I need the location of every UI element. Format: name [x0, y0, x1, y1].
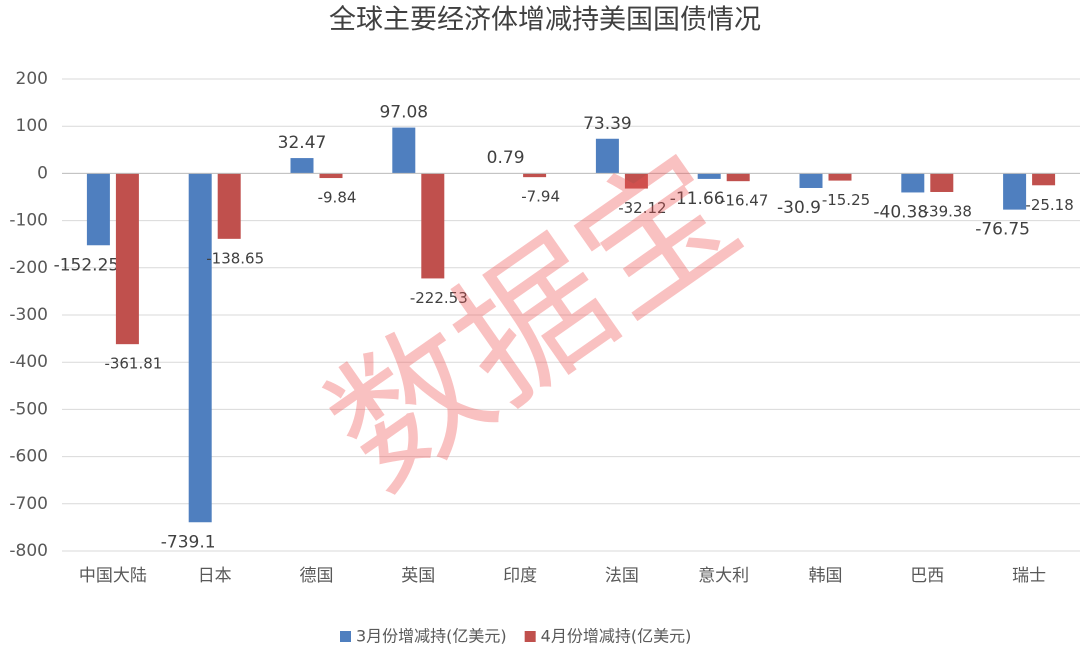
x-tick-label: 意大利: [698, 566, 749, 586]
bar: [523, 173, 547, 178]
chart-title: 全球主要经济体增减持美国国债情况: [329, 5, 761, 36]
bar: [319, 173, 343, 179]
data-label: -30.9: [777, 198, 821, 218]
legend-swatch: [524, 631, 536, 642]
data-label: -222.53: [410, 289, 468, 307]
watermark: 数据宝: [300, 121, 768, 522]
data-label: -9.84: [318, 189, 357, 207]
bar: [1032, 173, 1056, 186]
data-label: 73.39: [583, 114, 632, 134]
x-tick-label: 韩国: [809, 566, 843, 586]
bar: [421, 173, 445, 279]
bar: [726, 173, 750, 182]
y-tick-label: -500: [9, 399, 48, 419]
data-label: 0.79: [487, 148, 525, 168]
data-label: -11.66: [670, 189, 725, 209]
bar: [1003, 173, 1027, 210]
y-tick-label: 0: [37, 163, 48, 183]
data-label: -739.1: [161, 532, 216, 552]
y-tick-label: -300: [9, 305, 48, 325]
data-label: -39.38: [924, 202, 972, 220]
bar: [595, 138, 619, 174]
bar: [799, 173, 823, 188]
data-label: -152.25: [54, 255, 120, 275]
y-tick-label: -400: [9, 352, 48, 372]
x-tick-label: 中国大陆: [79, 566, 147, 586]
bar: [217, 173, 241, 239]
data-label: -138.65: [206, 249, 264, 267]
y-tick-label: 100: [16, 116, 48, 136]
data-label: -361.81: [104, 355, 162, 373]
bar: [697, 173, 721, 179]
bar: [624, 173, 648, 189]
y-tick-label: -600: [9, 447, 48, 467]
x-tick-label: 英国: [401, 566, 435, 586]
x-tick-label: 巴西: [910, 566, 944, 586]
data-label: -40.38: [873, 202, 928, 222]
legend-label: 4月份增减持(亿美元): [541, 627, 692, 646]
bar: [930, 173, 954, 192]
bar: [290, 158, 314, 174]
data-label: -76.75: [975, 220, 1030, 240]
data-label: -32.12: [618, 199, 666, 217]
x-tick-label: 日本: [198, 566, 232, 586]
bar: [392, 127, 416, 174]
data-label: -25.18: [1025, 196, 1073, 214]
bar: [828, 173, 852, 181]
bar: [901, 173, 925, 193]
y-tick-label: -200: [9, 258, 48, 278]
data-label: -15.25: [822, 191, 870, 209]
y-tick-label: -700: [9, 494, 48, 514]
data-label: -7.94: [521, 188, 560, 206]
x-tick-label: 德国: [300, 566, 334, 586]
bar: [188, 173, 212, 523]
y-tick-label: -100: [9, 211, 48, 231]
y-tick-label: 200: [16, 69, 48, 89]
x-tick-label: 瑞士: [1012, 566, 1046, 586]
x-tick-label: 法国: [605, 566, 639, 586]
legend-label: 3月份增减持(亿美元): [356, 627, 507, 646]
bar: [86, 173, 110, 246]
legend-swatch: [340, 631, 351, 642]
data-label: 97.08: [379, 103, 428, 123]
x-tick-label: 印度: [503, 566, 537, 586]
data-label: -16.47: [720, 192, 768, 210]
data-label: 32.47: [278, 133, 327, 153]
bar: [115, 173, 139, 345]
y-tick-label: -800: [9, 541, 48, 561]
